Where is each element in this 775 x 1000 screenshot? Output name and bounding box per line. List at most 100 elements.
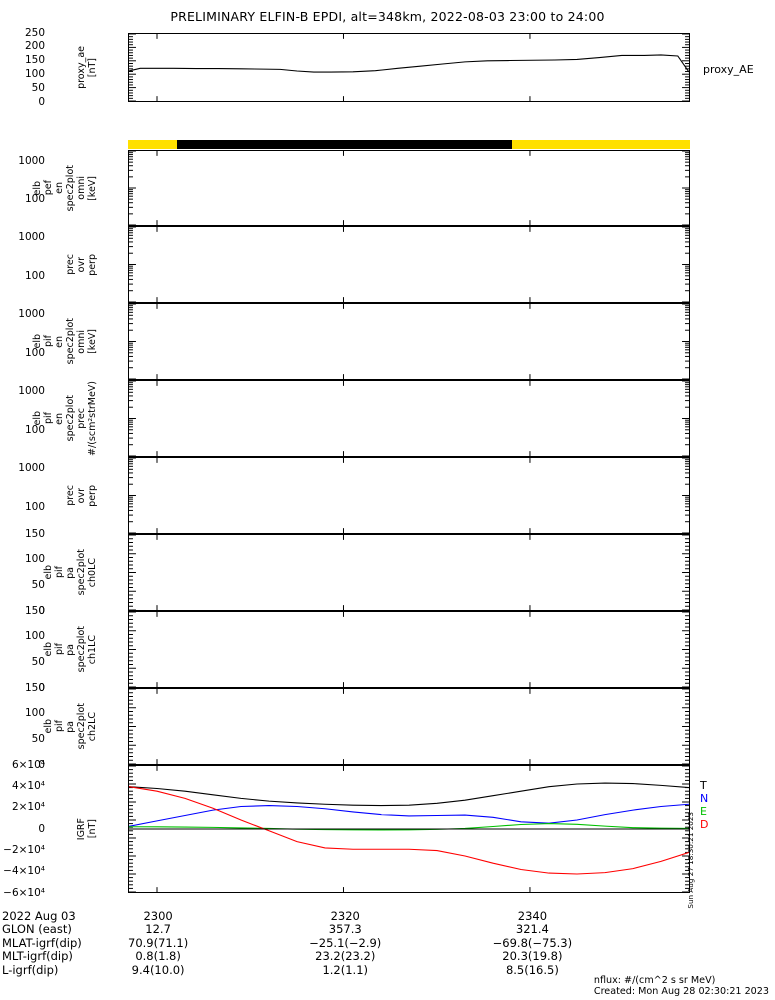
bottom-label-value: 0.8(1.8) — [135, 949, 181, 964]
bottom-label-row: MLAT-igrf(dip) 70.9(71.1) −25.1(−2.9) −69.8… — [2, 935, 775, 950]
bottom-label-name: MLAT-igrf(dip) — [2, 935, 82, 950]
bottom-label-value: −25.1(−2.9) — [309, 935, 382, 950]
panel-elb-pif-en-prec — [128, 380, 690, 457]
ytick-labels-elb-pif-pa-ch0lc: 150 100 50 0 — [0, 528, 126, 615]
ytick-labels-igrf: 6×10⁴ 4×10⁴ 2×10⁴ 0 −2×10⁴ −4×10⁴ −6×10⁴ — [0, 759, 126, 897]
ytick-labels-elb-pif-pa-ch1lc: 150 100 50 0 — [0, 605, 126, 692]
ytick-label: 0 — [38, 822, 45, 835]
panel-prec-ovr-perp-pif — [128, 457, 690, 534]
ylabel-elb-pif-pa-ch1lc: elb pif pa spec2plot ch1LC — [8, 611, 98, 688]
ylabel-line: spec2plot — [76, 626, 87, 673]
ylabel-line: omni — [76, 329, 87, 354]
bottom-label-value: −69.8(−75.3) — [492, 935, 573, 950]
ylabel-line: spec2plot — [65, 395, 76, 442]
ylabel-line: prec — [76, 408, 87, 429]
bottom-label-value: 321.4 — [515, 922, 549, 937]
ytick-label: −6×10⁴ — [3, 886, 45, 899]
ytick-label: 1000 — [18, 154, 45, 167]
legend-item-N: N — [700, 792, 709, 805]
ytick-label: 1000 — [18, 308, 45, 321]
ylabel-line: pif — [54, 720, 65, 733]
ylabel-line: omni — [76, 176, 87, 200]
panel-proxy-ae — [128, 33, 690, 102]
ytick-label: 100 — [24, 67, 45, 80]
legend-item-E: E — [700, 805, 707, 818]
ylabel-line: pif — [43, 412, 54, 425]
ylabel-line: spec2plot — [65, 318, 76, 365]
ylabel-line: pif — [54, 643, 65, 656]
panel-elb-pef-en-omni — [128, 150, 690, 226]
ytick-label: 2×10⁴ — [11, 801, 45, 814]
ytick-label: 0 — [38, 604, 45, 617]
ylabel-line: pa — [65, 720, 76, 733]
ylabel-prec-ovr-perp-pef: prec ovr perp — [8, 226, 98, 303]
ylabel-line: elb — [32, 411, 43, 426]
page-title: PRELIMINARY ELFIN-B EPDI, alt=348km, 202… — [170, 9, 605, 24]
bottom-label-name: MLT-igrf(dip) — [2, 949, 73, 964]
day-night-bar — [128, 140, 690, 149]
ytick-label: 100 — [24, 423, 45, 436]
ylabel-line: en — [54, 412, 65, 425]
ytick-label: −2×10⁴ — [3, 843, 45, 856]
ytick-label: 0 — [38, 758, 45, 771]
legend-item-D: D — [700, 818, 709, 831]
bottom-label-value: 357.3 — [328, 922, 362, 937]
ylabel-line: en — [54, 335, 65, 348]
footer-nflux: nflux: #/(cm^2 s sr MeV) — [593, 975, 716, 986]
proxy-ae-right-label: proxy_AE — [703, 63, 754, 76]
ytick-label: 100 — [24, 553, 45, 566]
ytick-labels-elb-pef-en-omni: 1000 100 — [0, 150, 126, 226]
ylabel-line: [nT] — [87, 57, 98, 78]
ylabel-line: ch1LC — [87, 634, 98, 665]
ylabel-prec-ovr-perp-pif: prec ovr perp — [8, 457, 98, 534]
bottom-label-row: MLT-igrf(dip) 0.8(1.8) 23.2(23.2) 20.3(19.8… — [2, 949, 775, 964]
bottom-label-value: 70.9(71.1) — [128, 935, 189, 950]
ytick-labels-elb-pif-en-omni: 1000 100 — [0, 303, 126, 380]
bottom-label-row: L-igrf(dip) 9.4(10.0) 1.2(1.1) 8.5(16.5) — [2, 962, 775, 977]
ytick-label: 6×10⁴ — [11, 758, 45, 771]
ytick-label: 100 — [24, 500, 45, 513]
ylabel-elb-pif-pa-ch2lc: elb pif pa spec2plot ch2LC — [8, 688, 98, 765]
ylabel-line: ovr — [76, 256, 87, 273]
bottom-label-value: 20.3(19.8) — [502, 949, 563, 964]
bottom-label-name: 2022 Aug 03 — [2, 909, 76, 923]
ytick-label: 100 — [24, 630, 45, 643]
daynight-segment-night — [176, 140, 513, 149]
footer-created: Created: Mon Aug 28 02:30:21 2023 — [593, 986, 769, 997]
ytick-label: 150 — [24, 681, 45, 694]
ytick-label: 0 — [38, 95, 45, 108]
ytick-labels-elb-pif-pa-ch2lc: 150 100 50 0 — [0, 682, 126, 769]
ylabel-line: perp — [87, 253, 98, 276]
ylabel-elb-pif-en-omni: elb pif en spec2plot omni [keV] — [8, 303, 98, 380]
ytick-label: 100 — [24, 346, 45, 359]
panel-elb-pif-pa-ch1lc — [128, 611, 690, 688]
ytick-label: 50 — [31, 578, 45, 591]
ylabel-line: [keV] — [87, 329, 98, 354]
panel-prec-ovr-perp-pef — [128, 226, 690, 303]
ylabel-line: elb — [32, 334, 43, 349]
ylabel-line: pa — [65, 643, 76, 656]
ylabel-line: elb — [43, 565, 54, 580]
bottom-label-value: 12.7 — [145, 922, 171, 937]
bottom-label-value: 8.5(16.5) — [505, 962, 559, 977]
daynight-segment-day — [512, 140, 690, 149]
ylabel-line: spec2plot — [76, 703, 87, 750]
ylabel-line: pef — [43, 180, 54, 196]
ytick-label: 100 — [24, 707, 45, 720]
footer-note: nflux: #/(cm^2 s sr MeV) Created: Mon Au… — [594, 975, 769, 997]
legend-item-T: T — [700, 779, 707, 792]
ytick-label: 1000 — [18, 231, 45, 244]
panel-elb-pif-pa-ch0lc — [128, 534, 690, 611]
ytick-label: 100 — [24, 192, 45, 205]
ytick-labels-prec-ovr-perp-pef: 1000 100 — [0, 226, 126, 303]
bottom-label-value: 9.4(10.0) — [131, 962, 185, 977]
panel-igrf — [128, 765, 690, 893]
ylabel-elb-pif-en-prec: elb pif en spec2plot prec #/(scm²strMeV) — [8, 380, 98, 457]
ylabel-line: perp — [87, 484, 98, 507]
ylabel-line: spec2plot — [76, 549, 87, 596]
ytick-label: −4×10⁴ — [3, 865, 45, 878]
ylabel-line: en — [54, 182, 65, 194]
ylabel-line: proxy_ae — [76, 46, 87, 89]
ytick-label: 4×10⁴ — [11, 779, 45, 792]
